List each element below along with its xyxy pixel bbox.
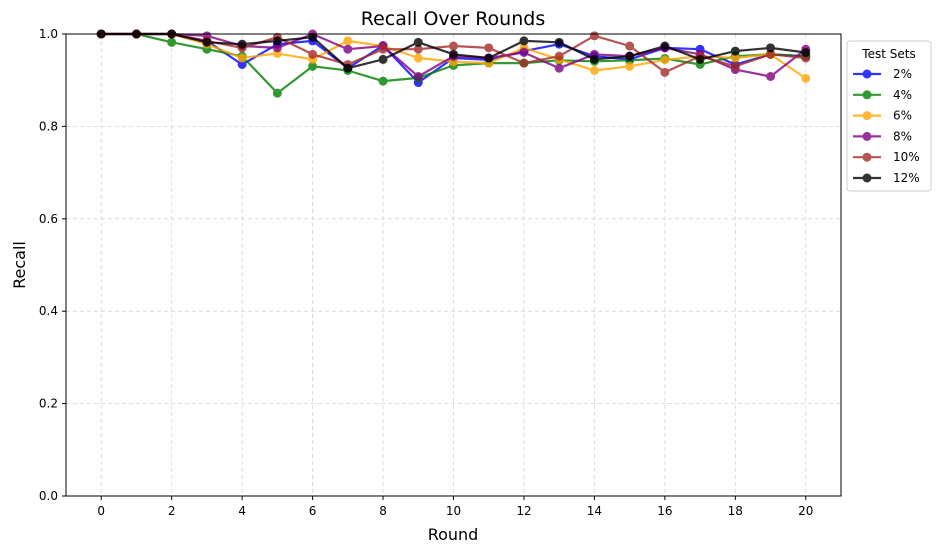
legend-label: 8% bbox=[893, 129, 912, 143]
data-point-12pct bbox=[730, 46, 740, 56]
grid-layer bbox=[66, 33, 841, 497]
data-point-6pct bbox=[625, 61, 635, 71]
data-point-10pct bbox=[413, 44, 423, 54]
legend-label: 6% bbox=[893, 109, 912, 123]
data-point-8pct bbox=[554, 63, 564, 73]
data-point-10pct bbox=[519, 58, 529, 68]
data-point-12pct bbox=[589, 54, 599, 64]
data-point-8pct bbox=[766, 72, 776, 82]
data-point-12pct bbox=[343, 63, 353, 73]
data-point-12pct bbox=[484, 53, 494, 63]
data-point-10pct bbox=[308, 49, 318, 59]
legend-label: 12% bbox=[893, 171, 920, 185]
legend-title: Test Sets bbox=[861, 47, 915, 61]
data-point-12pct bbox=[449, 49, 458, 59]
data-point-12pct bbox=[413, 37, 423, 47]
x-tick-label: 0 bbox=[97, 504, 105, 518]
data-point-12pct bbox=[625, 51, 635, 61]
y-tick-label: 0.0 bbox=[39, 489, 58, 503]
legend: Test Sets 2% 4% 6% 8% 10% 12% bbox=[846, 40, 932, 192]
data-point-12pct bbox=[695, 54, 705, 64]
y-tick-label: 0.2 bbox=[39, 397, 58, 411]
data-point-8pct bbox=[413, 72, 423, 82]
data-point-12pct bbox=[519, 36, 529, 46]
data-point-6pct bbox=[589, 65, 599, 75]
data-point-12pct bbox=[801, 47, 811, 57]
legend-entry-10pct bbox=[853, 152, 881, 162]
legend-label: 10% bbox=[893, 150, 920, 164]
legend-label: 4% bbox=[893, 88, 912, 102]
data-point-8pct bbox=[519, 47, 529, 57]
x-tick-label: 16 bbox=[657, 504, 672, 518]
data-point-4pct bbox=[378, 76, 388, 86]
data-point-12pct bbox=[272, 36, 282, 46]
data-point-6pct bbox=[413, 53, 423, 63]
legend-swatch-marker bbox=[862, 173, 872, 183]
legend-entry-4pct bbox=[853, 90, 881, 100]
data-point-10pct bbox=[589, 31, 599, 41]
tick-layer: 0 2 4 6 8 10 12 14 16 18 20 0.0 0.2 0.4 0.6 0.8 1.0 bbox=[39, 27, 814, 518]
data-point-10pct bbox=[484, 43, 494, 53]
data-point-6pct bbox=[237, 53, 247, 63]
series-12pct bbox=[96, 29, 811, 73]
series-layer bbox=[96, 29, 811, 98]
data-point-6pct bbox=[730, 53, 740, 63]
legend-swatch-marker bbox=[862, 131, 872, 141]
chart-title: Recall Over Rounds bbox=[361, 8, 545, 30]
legend-swatch-marker bbox=[862, 152, 872, 162]
x-tick-label: 10 bbox=[446, 504, 461, 518]
data-point-4pct bbox=[308, 61, 318, 71]
x-tick-label: 8 bbox=[379, 504, 387, 518]
y-tick-label: 1.0 bbox=[39, 27, 58, 41]
x-tick-label: 18 bbox=[728, 504, 743, 518]
data-point-4pct bbox=[167, 37, 177, 47]
data-point-4pct bbox=[272, 88, 282, 98]
x-tick-label: 14 bbox=[587, 504, 602, 518]
x-tick-label: 2 bbox=[168, 504, 176, 518]
data-point-12pct bbox=[308, 32, 318, 42]
y-tick-label: 0.4 bbox=[39, 304, 58, 318]
data-point-2pct bbox=[237, 59, 247, 69]
data-point-10pct bbox=[625, 41, 635, 51]
data-point-12pct bbox=[766, 43, 776, 53]
y-tick-label: 0.6 bbox=[39, 212, 58, 226]
data-point-10pct bbox=[730, 61, 740, 71]
legend-entry-6pct bbox=[853, 111, 881, 121]
data-point-6pct bbox=[660, 55, 670, 65]
legend-entry-2pct bbox=[853, 69, 881, 79]
x-tick-label: 6 bbox=[309, 504, 317, 518]
data-point-12pct bbox=[378, 54, 388, 64]
x-tick-label: 12 bbox=[516, 504, 531, 518]
data-point-12pct bbox=[202, 37, 212, 47]
data-point-8pct bbox=[272, 43, 282, 53]
legend-swatch-marker bbox=[862, 111, 872, 121]
data-point-10pct bbox=[660, 67, 670, 77]
data-point-10pct bbox=[449, 41, 458, 51]
data-point-12pct bbox=[237, 39, 247, 49]
data-point-10pct bbox=[378, 44, 388, 54]
y-tick-label: 0.8 bbox=[39, 119, 58, 133]
y-axis-label: Recall bbox=[10, 241, 29, 289]
legend-entry-12pct bbox=[853, 173, 881, 183]
data-point-12pct bbox=[554, 37, 564, 47]
legend-label: 2% bbox=[893, 67, 912, 81]
legend-swatch-marker bbox=[862, 69, 872, 79]
data-point-6pct bbox=[343, 36, 353, 46]
x-axis-label: Round bbox=[428, 525, 479, 544]
legend-entry-8pct bbox=[853, 131, 881, 141]
x-tick-label: 20 bbox=[798, 504, 813, 518]
legend-entries: 2% 4% 6% 8% 10% 12% bbox=[853, 67, 920, 185]
x-tick-label: 4 bbox=[238, 504, 246, 518]
data-point-10pct bbox=[766, 49, 776, 59]
legend-swatch-marker bbox=[862, 90, 872, 100]
data-point-12pct bbox=[660, 41, 670, 51]
data-point-6pct bbox=[801, 73, 811, 83]
data-point-10pct bbox=[554, 51, 564, 61]
data-point-8pct bbox=[343, 44, 353, 54]
